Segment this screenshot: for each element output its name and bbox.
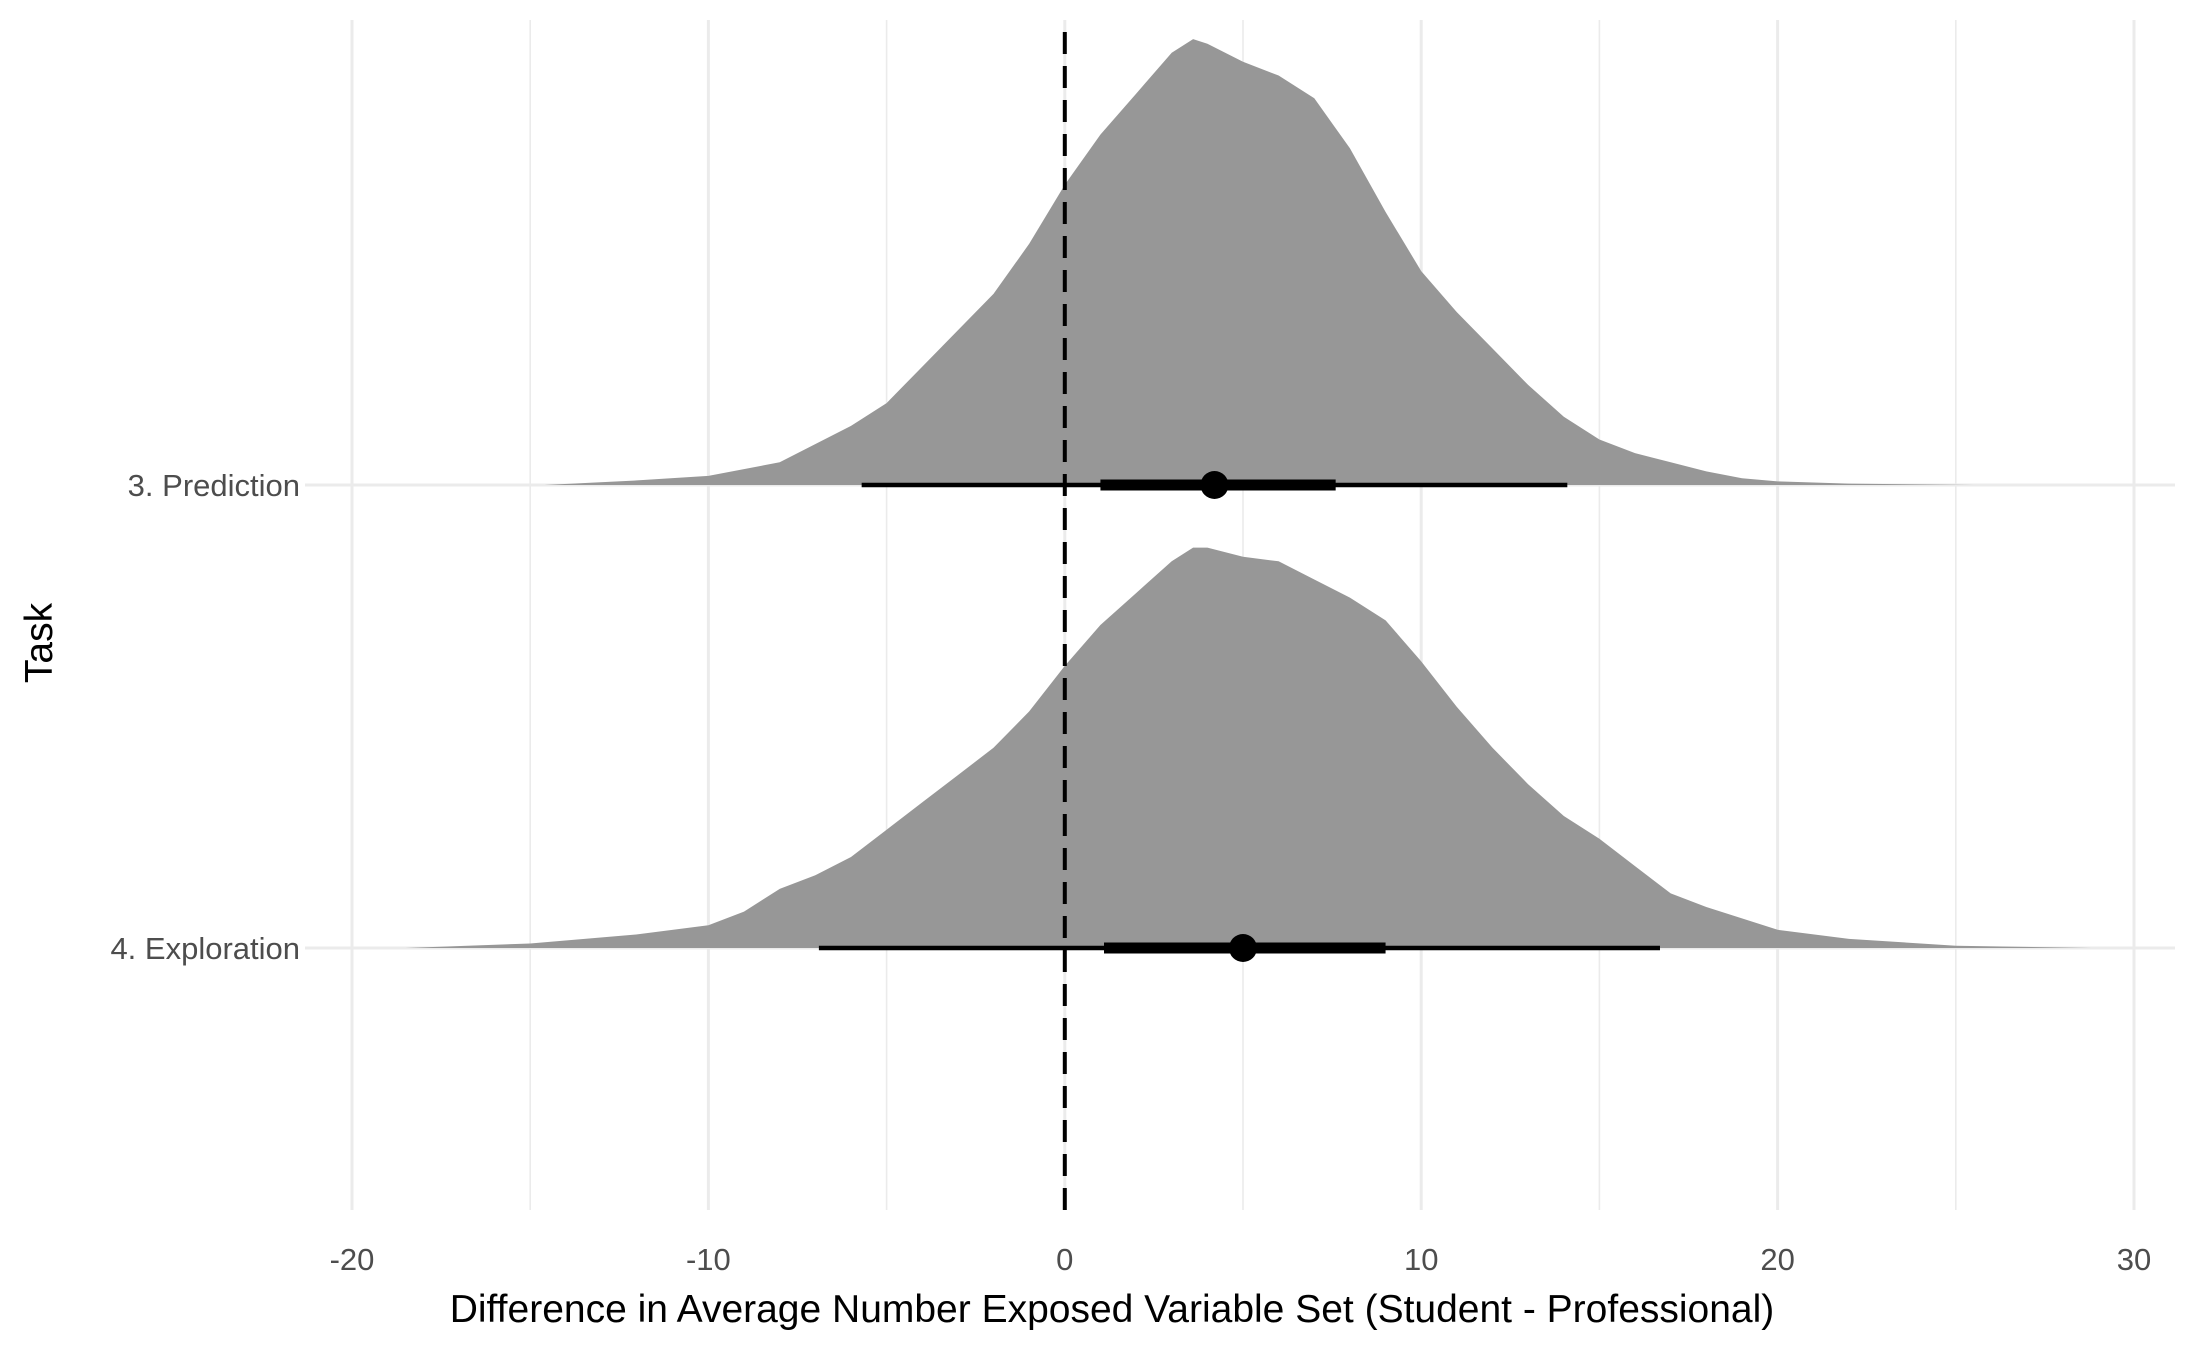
y-tick-label: 3. Prediction: [128, 468, 300, 503]
x-tick-label: 20: [1760, 1242, 1794, 1277]
x-tick-label: 30: [2117, 1242, 2151, 1277]
x-tick-label: -10: [686, 1242, 731, 1277]
median-point: [1229, 934, 1257, 962]
density-1: [544, 39, 1974, 485]
x-tick-label: 0: [1056, 1242, 1073, 1277]
label-layer: -20 -10 0 10 20 30 3. Prediction 4. Exploration: [110, 468, 2151, 1277]
x-axis-title: Difference in Average Number Exposed Var…: [450, 1288, 1775, 1331]
median-point: [1200, 471, 1229, 499]
y-axis-title: Task: [18, 602, 61, 683]
interval-layer: [818, 471, 1660, 962]
x-tick-label: -20: [330, 1242, 375, 1277]
density-layer: [405, 39, 2092, 948]
x-tick-label: 10: [1404, 1242, 1438, 1277]
y-tick-label: 4. Exploration: [110, 931, 300, 966]
density-2: [405, 547, 2092, 948]
